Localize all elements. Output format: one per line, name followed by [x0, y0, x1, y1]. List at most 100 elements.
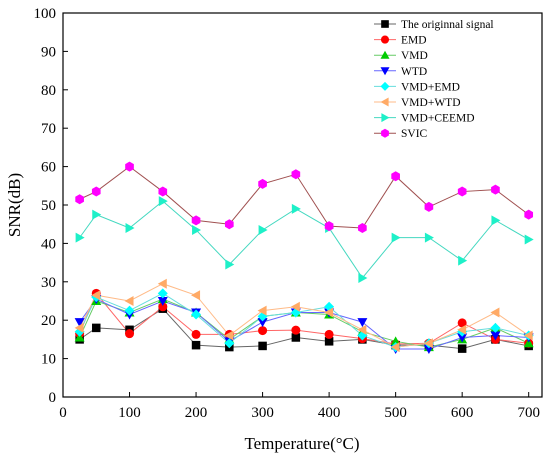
legend-label-wtd: WTD	[401, 66, 427, 78]
x-tick-label: 200	[185, 405, 208, 421]
data-point-vmd-wtd	[191, 290, 201, 301]
data-point-svic	[491, 184, 500, 195]
data-point-svic	[391, 171, 400, 182]
data-point-vmd-ceemd	[491, 215, 501, 226]
data-point-svic	[424, 201, 434, 212]
data-point-vmd-ceemd	[75, 232, 85, 243]
data-point-vmd-wtd	[324, 307, 334, 318]
series-markers	[74, 161, 534, 354]
data-point-vmd-ceemd	[158, 196, 168, 207]
data-point-vmd-wtd	[390, 342, 400, 353]
x-tick-label: 0	[59, 405, 67, 421]
legend-marker-emd	[380, 35, 390, 44]
y-tick-label: 40	[41, 236, 56, 252]
data-point-vmd-wtd	[74, 322, 84, 333]
data-point-vmd-ceemd	[358, 272, 368, 283]
data-point-the-originnal-signal	[191, 340, 201, 350]
data-point-vmd-ceemd	[92, 209, 102, 220]
y-tick-label: 50	[41, 198, 56, 214]
legend-marker-svic	[381, 128, 389, 138]
data-point-vmd-ceemd	[125, 223, 135, 234]
legend-marker-the-originnal-signal	[381, 20, 389, 28]
y-tick-label: 80	[41, 83, 56, 99]
data-point-vmd-wtd	[257, 305, 267, 316]
y-tick-label: 100	[34, 6, 57, 22]
data-point-emd	[457, 318, 467, 328]
x-tick-label: 100	[118, 405, 141, 421]
data-point-svic	[291, 169, 301, 180]
data-point-the-originnal-signal	[92, 323, 101, 333]
data-point-wtd	[257, 318, 268, 328]
x-tick-label: 400	[318, 405, 341, 421]
x-tick-label: 500	[384, 405, 407, 421]
legend: The originnal signal EMD VMD WTD VMD+EMD VMD+…	[374, 19, 494, 140]
data-point-wtd	[74, 318, 85, 328]
data-point-svic	[91, 186, 101, 197]
x-axis-ticks: 0 100 200 300 400 500 600 700	[59, 392, 540, 421]
y-tick-label: 10	[41, 352, 56, 368]
data-point-emd	[291, 325, 301, 335]
data-point-svic	[125, 161, 134, 172]
data-point-vmd-wtd	[523, 330, 533, 341]
data-point-vmd-emd	[191, 309, 202, 320]
data-point-svic	[158, 186, 168, 197]
data-point-vmd-wtd	[290, 301, 300, 312]
legend-marker-vmd-ceemd	[381, 113, 390, 123]
data-point-the-originnal-signal	[457, 344, 467, 353]
data-point-vmd	[523, 338, 534, 348]
data-point-vmd-ceemd	[291, 203, 301, 214]
data-point-emd	[158, 302, 168, 312]
data-point-vmd-wtd	[357, 324, 367, 335]
data-point-svic	[258, 178, 267, 189]
legend-marker-vmd-emd	[380, 81, 390, 91]
x-tick-label: 700	[517, 405, 540, 421]
plot-frame	[62, 12, 543, 398]
legend-label-vmd-emd: VMD+EMD	[401, 81, 460, 93]
legend-label-vmd-ceemd: VMD+CEEMD	[401, 113, 475, 125]
data-point-svic	[457, 186, 467, 197]
data-point-svic	[524, 209, 534, 220]
data-point-vmd-wtd	[423, 338, 433, 349]
data-point-vmd-wtd	[91, 290, 101, 301]
legend-label-vmd: VMD	[401, 50, 428, 62]
legend-label-the-originnal-signal: The originnal signal	[401, 19, 494, 31]
data-point-wtd	[490, 331, 501, 341]
data-point-wtd	[157, 297, 168, 306]
data-point-svic	[75, 194, 84, 205]
data-point-vmd-ceemd	[424, 232, 434, 243]
data-point-svic	[324, 221, 334, 232]
data-point-vmd-ceemd	[258, 224, 268, 235]
series-line-vmd-ceemd	[79, 200, 529, 279]
data-point-vmd-ceemd	[524, 234, 534, 245]
legend-label-svic: SVIC	[401, 128, 428, 140]
legend-marker-vmd	[380, 50, 390, 59]
data-point-vmd-wtd	[224, 330, 234, 341]
data-point-vmd-emd	[490, 322, 501, 333]
data-point-emd	[258, 326, 268, 336]
y-tick-label: 60	[41, 160, 56, 176]
data-point-vmd-wtd	[457, 324, 467, 335]
data-point-vmd	[74, 332, 85, 342]
x-axis-label: Temperature(°C)	[244, 434, 359, 453]
data-point-the-originnal-signal	[258, 341, 267, 351]
x-tick-label: 300	[251, 405, 274, 421]
data-point-vmd-wtd	[124, 296, 134, 306]
data-point-emd	[191, 329, 201, 339]
x-tick-label: 600	[451, 405, 474, 421]
data-point-vmd-wtd	[490, 307, 500, 318]
data-point-emd	[324, 329, 334, 339]
y-tick-label: 30	[41, 275, 56, 291]
y-tick-label: 90	[41, 44, 56, 60]
series-line-svic	[79, 165, 529, 229]
data-point-vmd-ceemd	[225, 259, 235, 270]
data-point-the-originnal-signal	[324, 337, 334, 346]
data-point-vmd-emd	[224, 338, 235, 349]
y-tick-label: 20	[41, 313, 56, 329]
y-tick-label: 0	[49, 390, 57, 406]
legend-marker-wtd	[380, 67, 390, 76]
y-axis-label: SNR(dB)	[5, 173, 24, 237]
data-point-vmd-ceemd	[458, 255, 468, 266]
y-axis-ticks: 0 10 20 30 40 50 60 70 80 90 100	[34, 6, 68, 406]
data-point-vmd-ceemd	[391, 232, 401, 243]
